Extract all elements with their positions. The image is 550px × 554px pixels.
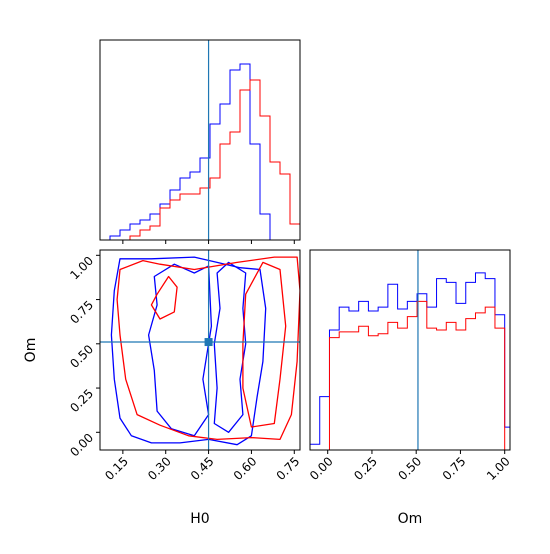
om-left-tick-label-4: 1.00 [67,254,96,283]
om-tick-label-3: 0.75 [440,454,469,483]
om-tick-label-4: 1.00 [484,454,513,483]
om-left-tick-label-3: 0.75 [67,298,96,327]
h0-marginal-frame [99,39,301,241]
truth-marker [204,338,213,347]
om-hist-series-1 [309,272,511,450]
x-axis-label-om: Om [398,511,423,527]
h0-tick-label-4: 0.75 [274,454,303,483]
h0-marginal-panel [99,39,301,244]
joint-frame [99,249,301,451]
h0-tick-label-1: 0.30 [145,454,174,483]
om-tick-label-2: 0.50 [396,454,425,483]
contour-6 [150,275,178,320]
x-axis-label-h0: H0 [190,511,209,527]
h0-hist-series-2 [100,79,301,241]
axis-labels: H0 Om Om [23,338,422,527]
contour-5 [242,261,287,428]
om-left-tick-label-1: 0.25 [67,386,96,415]
contour-1 [110,256,267,446]
h0-tick-label-3: 0.60 [231,454,260,483]
contour-3 [213,261,247,433]
om-hist-series-2 [310,300,510,451]
om-tick-label-0: 0.00 [307,454,336,483]
om-marginal-frame [309,249,511,451]
om-left-tick-label-2: 0.50 [67,342,96,371]
contour-4 [116,256,300,441]
h0-hist-series-1 [100,63,300,241]
om-marginal-panel: 0.00 0.25 0.50 0.75 1.00 [307,249,513,483]
h0-tick-label-0: 0.15 [102,454,131,483]
y-axis-label-om: Om [23,338,39,363]
om-left-tick-label-0: 0.00 [67,431,96,460]
contour-2 [147,263,213,437]
joint-panel: 0.15 0.30 0.45 0.60 0.75 0.00 0.25 0.50 0.75 1.00 [67,249,303,483]
om-tick-label-1: 0.25 [351,454,380,483]
h0-tick-label-2: 0.45 [188,454,217,483]
joint-contours [110,256,300,446]
